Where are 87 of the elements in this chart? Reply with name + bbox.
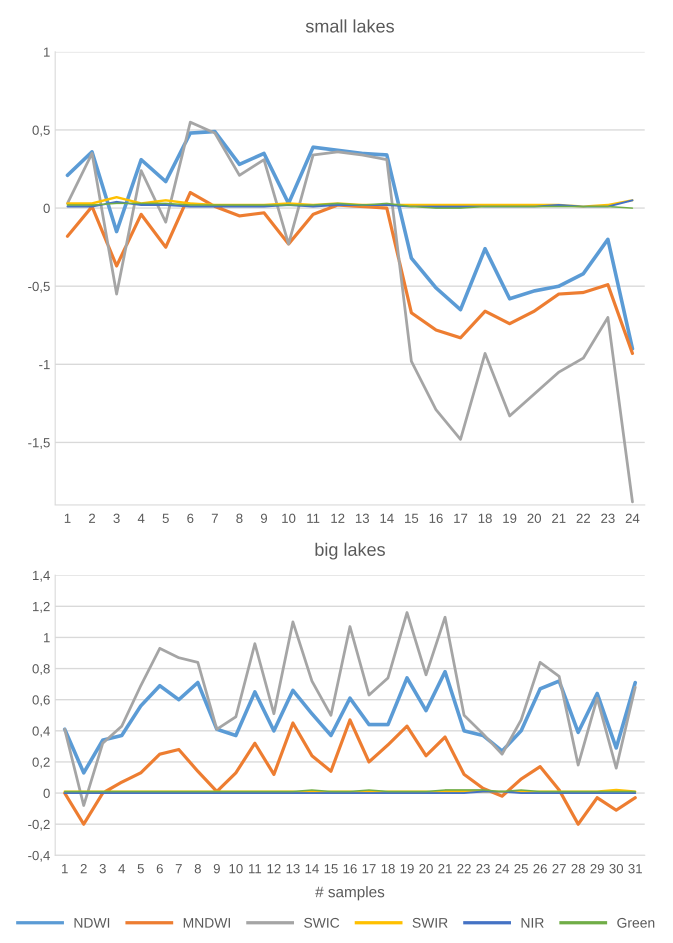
x-tick-label: 23 [601, 514, 615, 523]
x-tick-label: 15 [405, 514, 418, 523]
x-tick-label: 19 [400, 864, 414, 874]
x-tick-label: 9 [214, 864, 220, 874]
legend-label: SWIR [412, 918, 448, 928]
x-tick-label: 17 [362, 864, 376, 874]
x-tick-label: 19 [503, 514, 516, 523]
x-tick-label: 26 [533, 864, 547, 874]
x-tick-label: 5 [162, 514, 169, 523]
x-tick-label: 28 [572, 864, 585, 874]
line-series [62, 670, 638, 775]
x-tick-label: 31 [628, 864, 642, 874]
x-tick-label: 6 [156, 864, 163, 874]
line-series [66, 199, 634, 208]
x-tick-label: 7 [212, 514, 218, 523]
line-series [66, 120, 634, 504]
x-tick-label: 20 [419, 864, 433, 874]
x-tick-label: 17 [454, 514, 468, 523]
line-series [63, 611, 637, 807]
x-tick-label: 30 [609, 864, 624, 874]
legend-label: Green [617, 918, 654, 928]
x-tick-label: 4 [138, 514, 144, 523]
x-axis-title: # samples [315, 886, 384, 900]
x-tick-label: 24 [626, 514, 640, 523]
x-tick-label: 3 [113, 514, 120, 523]
x-tick-label: 14 [380, 514, 394, 523]
legend-label: MNDWI [184, 918, 230, 928]
x-tick-label: 10 [230, 864, 243, 874]
legend-label: NIR [522, 918, 544, 928]
x-tick-label: 3 [100, 864, 106, 874]
legend-label: NDWI [74, 918, 110, 928]
x-tick-label: 29 [590, 864, 604, 874]
x-tick-label: 2 [89, 514, 96, 523]
y-tick-label: 0 [44, 788, 50, 798]
x-tick-label: 16 [344, 864, 357, 874]
x-tick-label: 24 [495, 864, 510, 874]
line-series [66, 190, 634, 356]
x-tick-label: 6 [187, 514, 194, 523]
x-tick-label: 15 [324, 864, 338, 874]
line-series [66, 130, 634, 351]
x-tick-label: 5 [138, 864, 144, 874]
y-tick-label: 0 [44, 204, 50, 214]
x-tick-label: 22 [576, 514, 590, 523]
y-tick-label: 0,6 [32, 695, 50, 706]
x-tick-label: 16 [430, 514, 443, 523]
x-tick-label: 9 [260, 514, 268, 523]
x-tick-label: 25 [514, 864, 528, 874]
y-tick-label: 0,2 [32, 758, 50, 768]
x-tick-label: 1 [62, 864, 68, 874]
y-tick-label: 1,4 [32, 570, 50, 582]
x-tick-label: 11 [307, 514, 320, 523]
x-tick-label: 20 [528, 514, 542, 523]
y-tick-label: 1,2 [32, 602, 50, 613]
y-tick-label: 0,8 [32, 664, 50, 676]
x-tick-label: 13 [356, 514, 369, 523]
y-tick-label: 0,5 [32, 126, 50, 136]
x-tick-label: 8 [236, 514, 243, 523]
y-tick-label: -1,5 [28, 438, 50, 449]
x-tick-label: 13 [286, 864, 300, 874]
x-tick-label: 21 [438, 864, 452, 874]
x-tick-label: 11 [249, 864, 262, 874]
x-tick-label: 2 [80, 864, 87, 874]
y-tick-label: -0,4 [28, 850, 50, 862]
y-tick-label: 1 [44, 48, 50, 57]
y-tick-label: 0,4 [32, 726, 50, 738]
y-tick-label: -0,5 [28, 282, 50, 293]
x-tick-label: 18 [478, 514, 492, 523]
x-tick-label: 12 [331, 514, 344, 523]
chart-title: small lakes [306, 19, 394, 33]
x-tick-label: 10 [282, 514, 296, 523]
x-tick-label: 21 [552, 514, 566, 523]
y-tick-label: -1 [39, 360, 50, 370]
x-tick-label: 27 [552, 864, 566, 874]
x-tick-label: 22 [457, 864, 471, 874]
x-tick-label: 4 [118, 864, 126, 874]
x-tick-label: 23 [476, 864, 490, 874]
x-tick-label: 14 [306, 864, 319, 874]
y-tick-label: -0,2 [28, 820, 50, 831]
y-tick-label: 1 [44, 633, 50, 642]
x-tick-label: 18 [382, 864, 395, 874]
x-tick-label: 8 [194, 864, 201, 874]
chart-title: big lakes [315, 542, 385, 560]
x-tick-label: 12 [268, 864, 281, 874]
x-tick-label: 7 [176, 864, 182, 874]
x-tick-label: 1 [64, 514, 70, 523]
line-series [63, 718, 637, 826]
legend-label: SWIC [304, 918, 340, 928]
